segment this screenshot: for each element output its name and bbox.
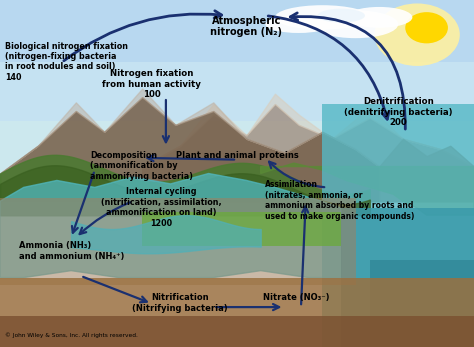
- Bar: [370, 260, 474, 347]
- Text: Decomposition
(ammonification by
ammonifying bacteria): Decomposition (ammonification by ammonif…: [90, 151, 193, 181]
- Text: Internal cycling
(nitrification, assimilation,
ammonification on land)
1200: Internal cycling (nitrification, assimil…: [101, 187, 221, 228]
- Bar: [322, 104, 474, 347]
- Text: Nitrate (NO₃⁻): Nitrate (NO₃⁻): [263, 293, 329, 302]
- Ellipse shape: [275, 5, 370, 29]
- Polygon shape: [0, 174, 341, 278]
- Bar: [0, 316, 474, 347]
- Bar: [0, 0, 474, 62]
- Bar: [0, 121, 474, 174]
- Text: Nitrogen fixation
from human activity
100: Nitrogen fixation from human activity 10…: [102, 69, 201, 99]
- FancyBboxPatch shape: [0, 0, 474, 201]
- Text: © John Wiley & Sons, Inc. All rights reserved.: © John Wiley & Sons, Inc. All rights res…: [5, 333, 137, 338]
- Text: Ammonia (NH₃)
and ammonium (NH₄⁺): Ammonia (NH₃) and ammonium (NH₄⁺): [19, 241, 124, 261]
- Text: Atmospheric
nitrogen (N₂): Atmospheric nitrogen (N₂): [210, 16, 283, 37]
- Text: Plant and animal proteins: Plant and animal proteins: [176, 151, 298, 160]
- Ellipse shape: [318, 9, 365, 23]
- Polygon shape: [261, 163, 474, 215]
- Bar: [0, 62, 474, 121]
- Bar: [142, 212, 341, 246]
- Ellipse shape: [374, 3, 460, 66]
- Text: Denitrification
(denitrifying bacteria)
200: Denitrification (denitrifying bacteria) …: [344, 97, 452, 127]
- Text: Biological nitrogen fixation
(nitrogen-fixing bacteria
in root nodules and soil): Biological nitrogen fixation (nitrogen-f…: [5, 42, 128, 82]
- Bar: [341, 208, 474, 347]
- Bar: [0, 174, 474, 201]
- Ellipse shape: [346, 7, 412, 28]
- Ellipse shape: [405, 12, 448, 43]
- Text: Nitrification
(Nitrifying bacteria): Nitrification (Nitrifying bacteria): [132, 293, 228, 313]
- Ellipse shape: [313, 10, 398, 38]
- Bar: [0, 278, 474, 347]
- Text: Assimilation
(nitrates, ammonia, or
ammonium absorbed by roots and
used to make : Assimilation (nitrates, ammonia, or ammo…: [265, 180, 415, 221]
- Ellipse shape: [265, 16, 332, 33]
- Bar: [0, 198, 356, 285]
